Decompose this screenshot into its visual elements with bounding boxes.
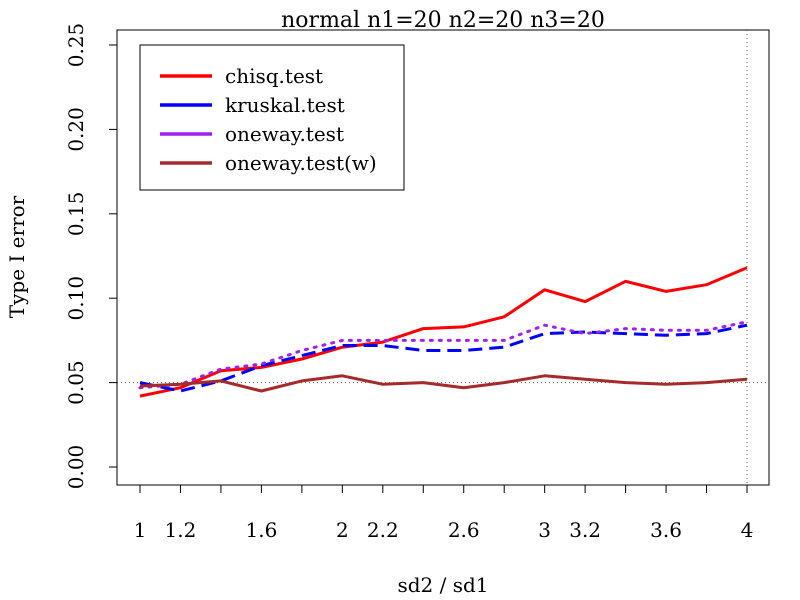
y-tick-label: 0.15 (64, 192, 88, 237)
legend-label: oneway.test(w) (225, 151, 377, 175)
y-tick-label: 0.05 (64, 360, 88, 405)
x-tick-label: 2.2 (367, 518, 399, 542)
x-axis: 1 1.2 1.6 2 2.2 2.6 3 3.2 3.6 4 (134, 484, 754, 542)
series-line-oneway-test-w (139, 374, 748, 393)
legend-box (139, 44, 405, 191)
x-axis-label: sd2 / sd1 (397, 573, 488, 597)
x-tick-label: 2 (336, 518, 349, 542)
x-tick-label: 3 (538, 518, 551, 542)
x-tick-label: 3.6 (650, 518, 682, 542)
x-tick-label: 3.2 (569, 518, 601, 542)
y-tick-label: 0.00 (64, 445, 88, 490)
series-line-chisq-test (139, 266, 748, 398)
legend: chisq.test kruskal.test oneway.test oneway.… (139, 44, 405, 191)
legend-label: kruskal.test (225, 93, 345, 117)
series-line-oneway-test (138, 320, 749, 390)
x-tick-label: 4 (741, 518, 754, 542)
legend-label: chisq.test (225, 64, 323, 88)
legend-label: oneway.test (225, 122, 344, 146)
series-layer (138, 266, 749, 398)
y-axis-label: Type I error (5, 195, 29, 318)
y-tick-label: 0.25 (64, 23, 88, 68)
x-tick-label: 2.6 (448, 518, 480, 542)
series-line-kruskal-test (139, 323, 748, 393)
x-tick-label: 1 (134, 518, 147, 542)
y-axis: 0.00 0.05 0.10 0.15 0.20 0.25 (64, 23, 118, 490)
y-tick-label: 0.20 (64, 107, 88, 152)
x-tick-label: 1.6 (245, 518, 277, 542)
y-tick-label: 0.10 (64, 276, 88, 321)
x-tick-label: 1.2 (165, 518, 197, 542)
chart-title: normal n1=20 n2=20 n3=20 (281, 8, 605, 33)
